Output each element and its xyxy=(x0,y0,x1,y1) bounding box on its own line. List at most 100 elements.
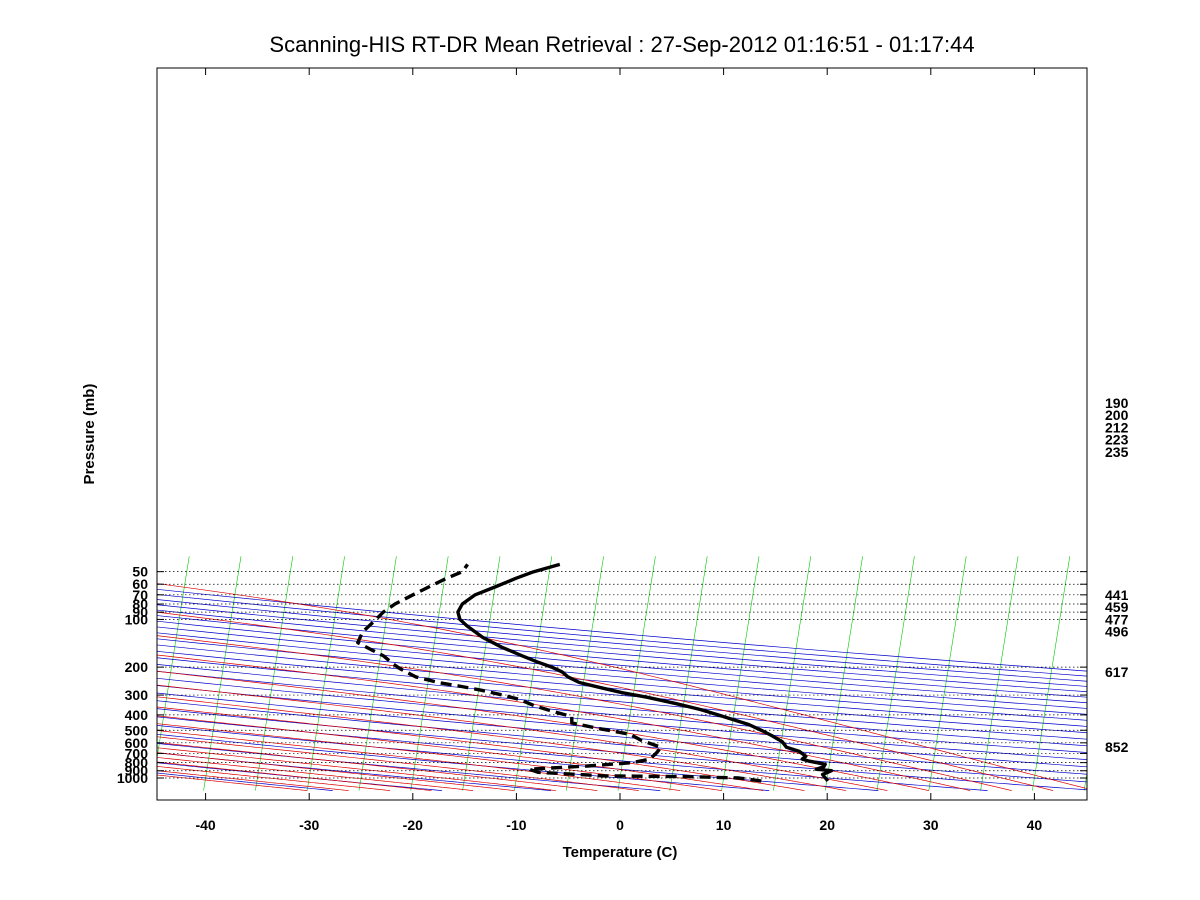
x-axis-ticks: -40 -30 -20 -10 0 10 20 30 40 xyxy=(195,68,1042,833)
dry-adiabat-line xyxy=(157,692,1087,775)
x-tick-label: 30 xyxy=(923,817,939,833)
moist-adiabat-line xyxy=(157,611,1054,791)
isotherm-line xyxy=(565,556,604,791)
right-label: 212 xyxy=(1105,419,1129,435)
y-tick-label: 200 xyxy=(125,659,149,675)
chart-title: Scanning-HIS RT-DR Mean Retrieval : 27-S… xyxy=(269,32,974,57)
moist-adiabat-line xyxy=(157,766,391,791)
moist-adiabat-line xyxy=(157,761,432,791)
moist-adiabat-line xyxy=(157,635,1012,791)
y-tick-label: 800 xyxy=(125,755,149,771)
y-tick-label: 1000 xyxy=(117,770,148,786)
dry-adiabat-line xyxy=(157,752,552,791)
y-tick-label: 50 xyxy=(132,564,148,580)
x-tick-label: 20 xyxy=(819,817,835,833)
dry-adiabat-line xyxy=(157,685,1087,768)
right-label: 235 xyxy=(1105,444,1129,460)
dry-adiabat-line xyxy=(157,609,1087,693)
y-tick-label: 500 xyxy=(125,722,149,738)
dry-adiabat-line xyxy=(157,638,1087,721)
dry-adiabat-line xyxy=(157,604,1087,687)
x-axis-label: Temperature (C) xyxy=(563,844,678,861)
moist-adiabat-line xyxy=(157,742,598,791)
isotherm-line xyxy=(462,556,501,791)
y-tick-label: 400 xyxy=(125,707,149,723)
dry-adiabat-line xyxy=(157,644,1087,727)
isotherm-line xyxy=(824,556,863,791)
right-label: 617 xyxy=(1105,664,1129,680)
x-tick-label: 10 xyxy=(716,817,732,833)
moist-adiabat-line xyxy=(157,752,515,791)
y-tick-label: 80 xyxy=(132,596,148,612)
moist-adiabat-line xyxy=(157,723,722,791)
y-axis-label: Pressure (mb) xyxy=(81,384,98,485)
right-label: 223 xyxy=(1105,432,1129,448)
moist-adiabat-line xyxy=(157,736,639,791)
right-label: 459 xyxy=(1105,599,1129,615)
isotherm-line xyxy=(617,556,656,791)
dry-adiabat-line xyxy=(157,599,1087,682)
sounding-series xyxy=(356,562,834,783)
y-tick-label: 300 xyxy=(125,687,149,703)
y-tick-label: 600 xyxy=(125,735,149,751)
right-label: 477 xyxy=(1105,611,1129,627)
dry-adiabat-line xyxy=(157,657,1087,740)
dry-adiabat-line xyxy=(157,716,988,791)
isotherm-line xyxy=(255,556,294,791)
x-tick-label: -20 xyxy=(403,817,423,833)
moist-adiabat-line xyxy=(157,715,764,791)
moist-adiabat-line xyxy=(157,654,971,791)
moist-adiabat-line xyxy=(157,583,1087,789)
y-tick-label: 100 xyxy=(125,611,149,627)
dry-adiabat-line xyxy=(157,733,770,791)
dry-adiabat-line xyxy=(157,620,1087,704)
y-tick-label: 60 xyxy=(132,576,148,592)
dry-adiabat-line xyxy=(157,626,1087,709)
x-tick-label: -40 xyxy=(195,817,215,833)
y-tick-label: 90 xyxy=(132,604,148,620)
right-label: 200 xyxy=(1105,407,1129,423)
moist-adiabat-line xyxy=(157,706,805,791)
dry-adiabat-line xyxy=(157,743,661,791)
right-label: 190 xyxy=(1105,395,1129,411)
isotherm-line xyxy=(928,556,967,791)
moist-adiabat-line xyxy=(157,747,556,791)
pressure-gridlines xyxy=(157,571,1087,779)
dry-adiabat-line xyxy=(157,632,1087,715)
isotherm-line xyxy=(980,556,1019,791)
x-tick-label: -30 xyxy=(299,817,319,833)
moist-adiabat-line xyxy=(157,770,349,791)
right-label: 496 xyxy=(1105,624,1129,640)
dry-adiabat-line xyxy=(157,664,1087,747)
isotherm-line xyxy=(721,556,760,791)
isotherm-line xyxy=(514,556,553,791)
dry-adiabat-line xyxy=(157,677,1087,760)
isotherm-line xyxy=(157,556,190,760)
isotherm-line xyxy=(306,556,345,791)
moist-adiabat-line xyxy=(157,696,846,791)
x-tick-label: 40 xyxy=(1027,817,1043,833)
y-tick-label: 900 xyxy=(125,763,149,779)
y-tick-label: 70 xyxy=(132,587,148,603)
plot-frame xyxy=(156,67,1088,801)
dry-adiabat-line xyxy=(157,700,1087,783)
dewpoint-line xyxy=(356,563,762,783)
dry-adiabat-line xyxy=(157,615,1087,698)
moist-adiabat-line xyxy=(157,757,474,791)
moist-adiabat-line xyxy=(157,730,681,791)
dry-adiabat-line xyxy=(157,708,1087,791)
dry-adiabat-line xyxy=(157,670,1087,753)
dry-adiabat-line xyxy=(157,772,333,791)
isotherm-line xyxy=(203,556,242,791)
x-tick-label: 0 xyxy=(616,817,624,833)
moist-adiabat-line xyxy=(157,774,308,791)
moist-adiabat-line xyxy=(157,670,929,791)
x-tick-label: -10 xyxy=(506,817,526,833)
isotherm-line xyxy=(773,556,812,791)
isotherm-line xyxy=(669,556,708,791)
y-tick-label: 700 xyxy=(125,745,149,761)
right-label: 441 xyxy=(1105,587,1129,603)
